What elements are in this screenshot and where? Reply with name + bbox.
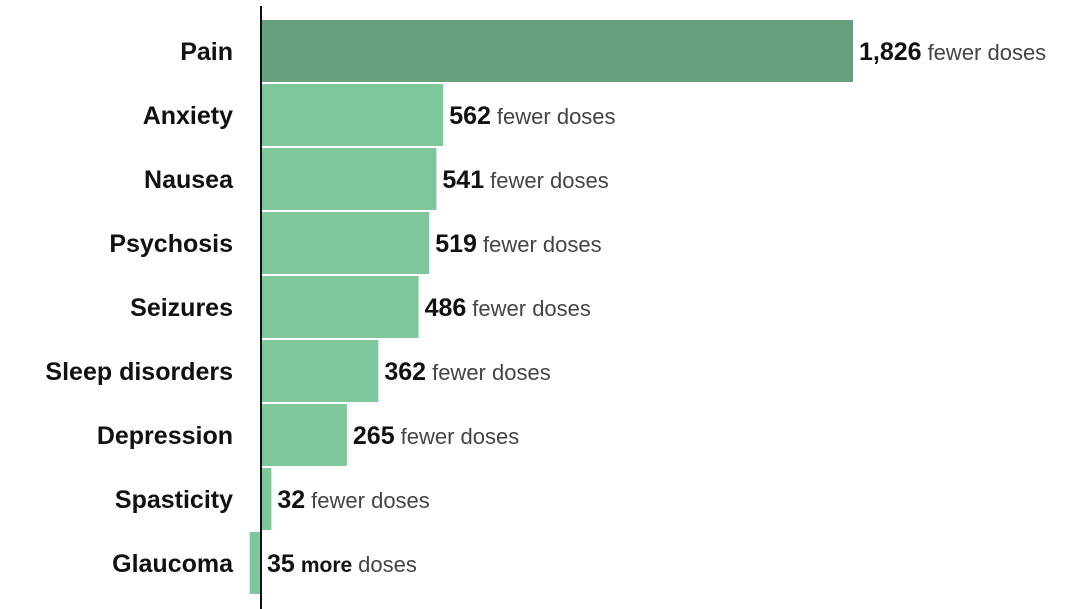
value-qualifier: more bbox=[301, 554, 352, 577]
bar-nausea bbox=[261, 148, 437, 210]
value-label-spasticity: 32 fewer doses bbox=[277, 486, 429, 514]
value-suffix: fewer doses bbox=[311, 488, 430, 513]
value-number: 562 bbox=[449, 102, 491, 130]
category-label-glaucoma: Glaucoma bbox=[112, 550, 234, 578]
value-label-seizures: 486 fewer doses bbox=[425, 294, 591, 322]
category-label-nausea: Nausea bbox=[144, 166, 234, 194]
value-label-psychosis: 519 fewer doses bbox=[435, 230, 601, 258]
category-label-psychosis: Psychosis bbox=[109, 230, 233, 258]
bar-spasticity bbox=[261, 468, 272, 530]
value-suffix: fewer doses bbox=[497, 104, 616, 129]
bar-seizures bbox=[261, 276, 419, 338]
value-number: 35 bbox=[267, 550, 295, 578]
value-number: 362 bbox=[384, 358, 426, 386]
category-label-pain: Pain bbox=[180, 38, 233, 66]
category-label-depression: Depression bbox=[97, 422, 233, 450]
value-suffix: fewer doses bbox=[401, 424, 520, 449]
value-number: 541 bbox=[442, 166, 484, 194]
value-suffix: fewer doses bbox=[472, 296, 591, 321]
bar-depression bbox=[261, 404, 347, 466]
category-label-sleep-disorders: Sleep disorders bbox=[45, 358, 233, 386]
value-number: 265 bbox=[353, 422, 395, 450]
bar-anxiety bbox=[261, 84, 444, 146]
value-suffix: fewer doses bbox=[928, 40, 1047, 65]
bar-psychosis bbox=[261, 212, 430, 274]
category-label-anxiety: Anxiety bbox=[143, 102, 233, 130]
value-label-nausea: 541 fewer doses bbox=[442, 166, 608, 194]
value-label-pain: 1,826 fewer doses bbox=[859, 38, 1046, 66]
category-label-seizures: Seizures bbox=[130, 294, 233, 322]
value-suffix: fewer doses bbox=[490, 168, 609, 193]
category-labels-layer: Pain Anxiety Nausea Psychosis Seizures Sleep … bbox=[45, 38, 234, 578]
bar-pain bbox=[261, 20, 853, 82]
value-label-depression: 265 fewer doses bbox=[353, 422, 519, 450]
bars-layer bbox=[249, 20, 853, 594]
value-label-glaucoma: 35 more doses bbox=[267, 550, 417, 578]
value-number: 32 bbox=[277, 486, 305, 514]
value-suffix: fewer doses bbox=[432, 360, 551, 385]
value-suffix: doses bbox=[358, 552, 417, 577]
value-label-anxiety: 562 fewer doses bbox=[449, 102, 615, 130]
category-label-spasticity: Spasticity bbox=[115, 486, 233, 514]
value-suffix: fewer doses bbox=[483, 232, 602, 257]
value-number: 486 bbox=[425, 294, 467, 322]
value-label-sleep-disorders: 362 fewer doses bbox=[384, 358, 550, 386]
value-number: 1,826 bbox=[859, 38, 922, 66]
value-number: 519 bbox=[435, 230, 477, 258]
bar-glaucoma bbox=[249, 532, 261, 594]
bar-sleep-disorders bbox=[261, 340, 379, 402]
